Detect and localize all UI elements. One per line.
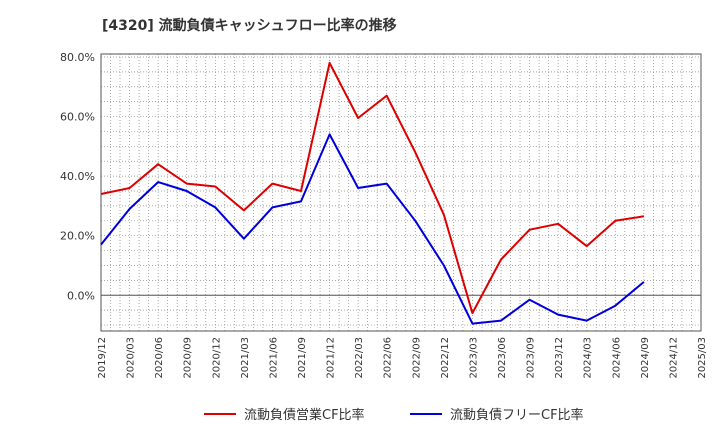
series-line xyxy=(100,133,645,325)
legend: 流動負債営業CF比率 流動負債フリーCF比率 xyxy=(204,407,584,423)
x-tick-label: 2022/06 xyxy=(383,337,394,379)
x-tick-label: 2020/03 xyxy=(126,337,137,379)
x-tick-label: 2024/09 xyxy=(640,337,651,379)
legend-label: 流動負債営業CF比率 xyxy=(244,407,365,423)
y-tick-label: 20.0% xyxy=(60,230,95,243)
y-tick-label: 40.0% xyxy=(60,170,95,183)
axes: 0.0% 20.0% 40.0% 60.0% 80.0% 2019/12 2020/03 20… xyxy=(60,51,708,379)
grid xyxy=(100,54,702,331)
x-tick-label: 2022/12 xyxy=(440,337,451,379)
x-tick-label: 2024/06 xyxy=(611,337,622,379)
x-tick-label: 2023/09 xyxy=(526,337,537,379)
x-tick-label: 2020/09 xyxy=(183,337,194,379)
x-tick-label: 2021/09 xyxy=(297,337,308,379)
x-tick-label: 2023/03 xyxy=(468,337,479,379)
x-tick-label: 2023/12 xyxy=(554,337,565,379)
plot-frame xyxy=(100,53,702,332)
x-tick-label: 2022/09 xyxy=(411,337,422,379)
x-tick-label: 2021/03 xyxy=(240,337,251,379)
x-tick-label: 2024/12 xyxy=(668,337,679,379)
series-lines xyxy=(100,61,645,325)
x-tick-label: 2023/06 xyxy=(497,337,508,379)
chart-title: [4320] 流動負債キャッシュフロー比率の推移 xyxy=(102,17,397,34)
x-tick-label: 2020/06 xyxy=(154,337,165,379)
x-tick-label: 2022/03 xyxy=(354,337,365,379)
y-tick-label: 60.0% xyxy=(60,111,95,124)
y-tick-label: 80.0% xyxy=(60,51,95,64)
x-tick-label: 2021/12 xyxy=(326,337,337,379)
x-tick-label: 2025/03 xyxy=(697,337,708,379)
series-line xyxy=(100,61,645,315)
x-tick-label: 2024/03 xyxy=(583,337,594,379)
y-tick-label: 0.0% xyxy=(67,289,95,302)
x-tick-label: 2021/06 xyxy=(268,337,279,379)
x-tick-label: 2019/12 xyxy=(97,337,108,379)
legend-label: 流動負債フリーCF比率 xyxy=(450,407,584,423)
x-tick-label: 2020/12 xyxy=(211,337,222,379)
